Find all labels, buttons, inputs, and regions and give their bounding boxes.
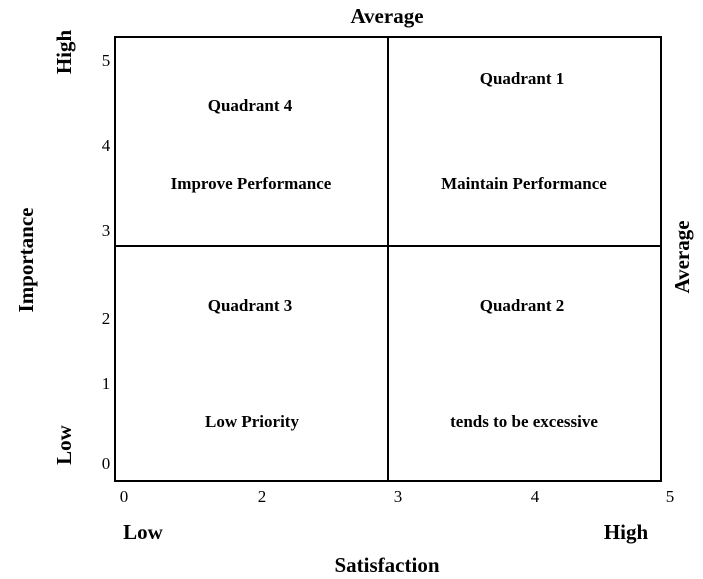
top-label: Average bbox=[350, 4, 423, 28]
x-tick-label: 0 bbox=[120, 487, 129, 506]
x-axis-title: Satisfaction bbox=[335, 553, 440, 577]
x-tick-label: 2 bbox=[258, 487, 267, 506]
x-tick-label: 3 bbox=[394, 487, 403, 506]
quadrant-label: tends to be excessive bbox=[450, 412, 598, 431]
quadrant-label: Maintain Performance bbox=[441, 174, 607, 193]
right-label: Average bbox=[670, 220, 694, 293]
x-axis-high: High bbox=[604, 520, 649, 544]
x-tick-label: 4 bbox=[531, 487, 540, 506]
quadrant-label: Improve Performance bbox=[171, 174, 332, 193]
y-tick-label: 4 bbox=[102, 136, 111, 155]
quadrant-title: Quadrant 2 bbox=[480, 296, 565, 315]
y-tick-label: 3 bbox=[102, 221, 111, 240]
y-tick-label: 5 bbox=[102, 51, 111, 70]
y-axis-title: Importance bbox=[14, 208, 38, 313]
y-axis-high: High bbox=[52, 30, 76, 75]
y-tick-label: 1 bbox=[102, 374, 111, 393]
x-axis-low: Low bbox=[123, 520, 164, 544]
y-tick-label: 0 bbox=[102, 454, 111, 473]
quadrant-title: Quadrant 3 bbox=[208, 296, 293, 315]
x-tick-label: 5 bbox=[666, 487, 675, 506]
quadrant-title: Quadrant 4 bbox=[208, 96, 293, 115]
quadrant-label: Low Priority bbox=[205, 412, 299, 431]
y-axis-low: Low bbox=[52, 424, 76, 465]
quadrant-title: Quadrant 1 bbox=[480, 69, 565, 88]
y-tick-label: 2 bbox=[102, 309, 111, 328]
